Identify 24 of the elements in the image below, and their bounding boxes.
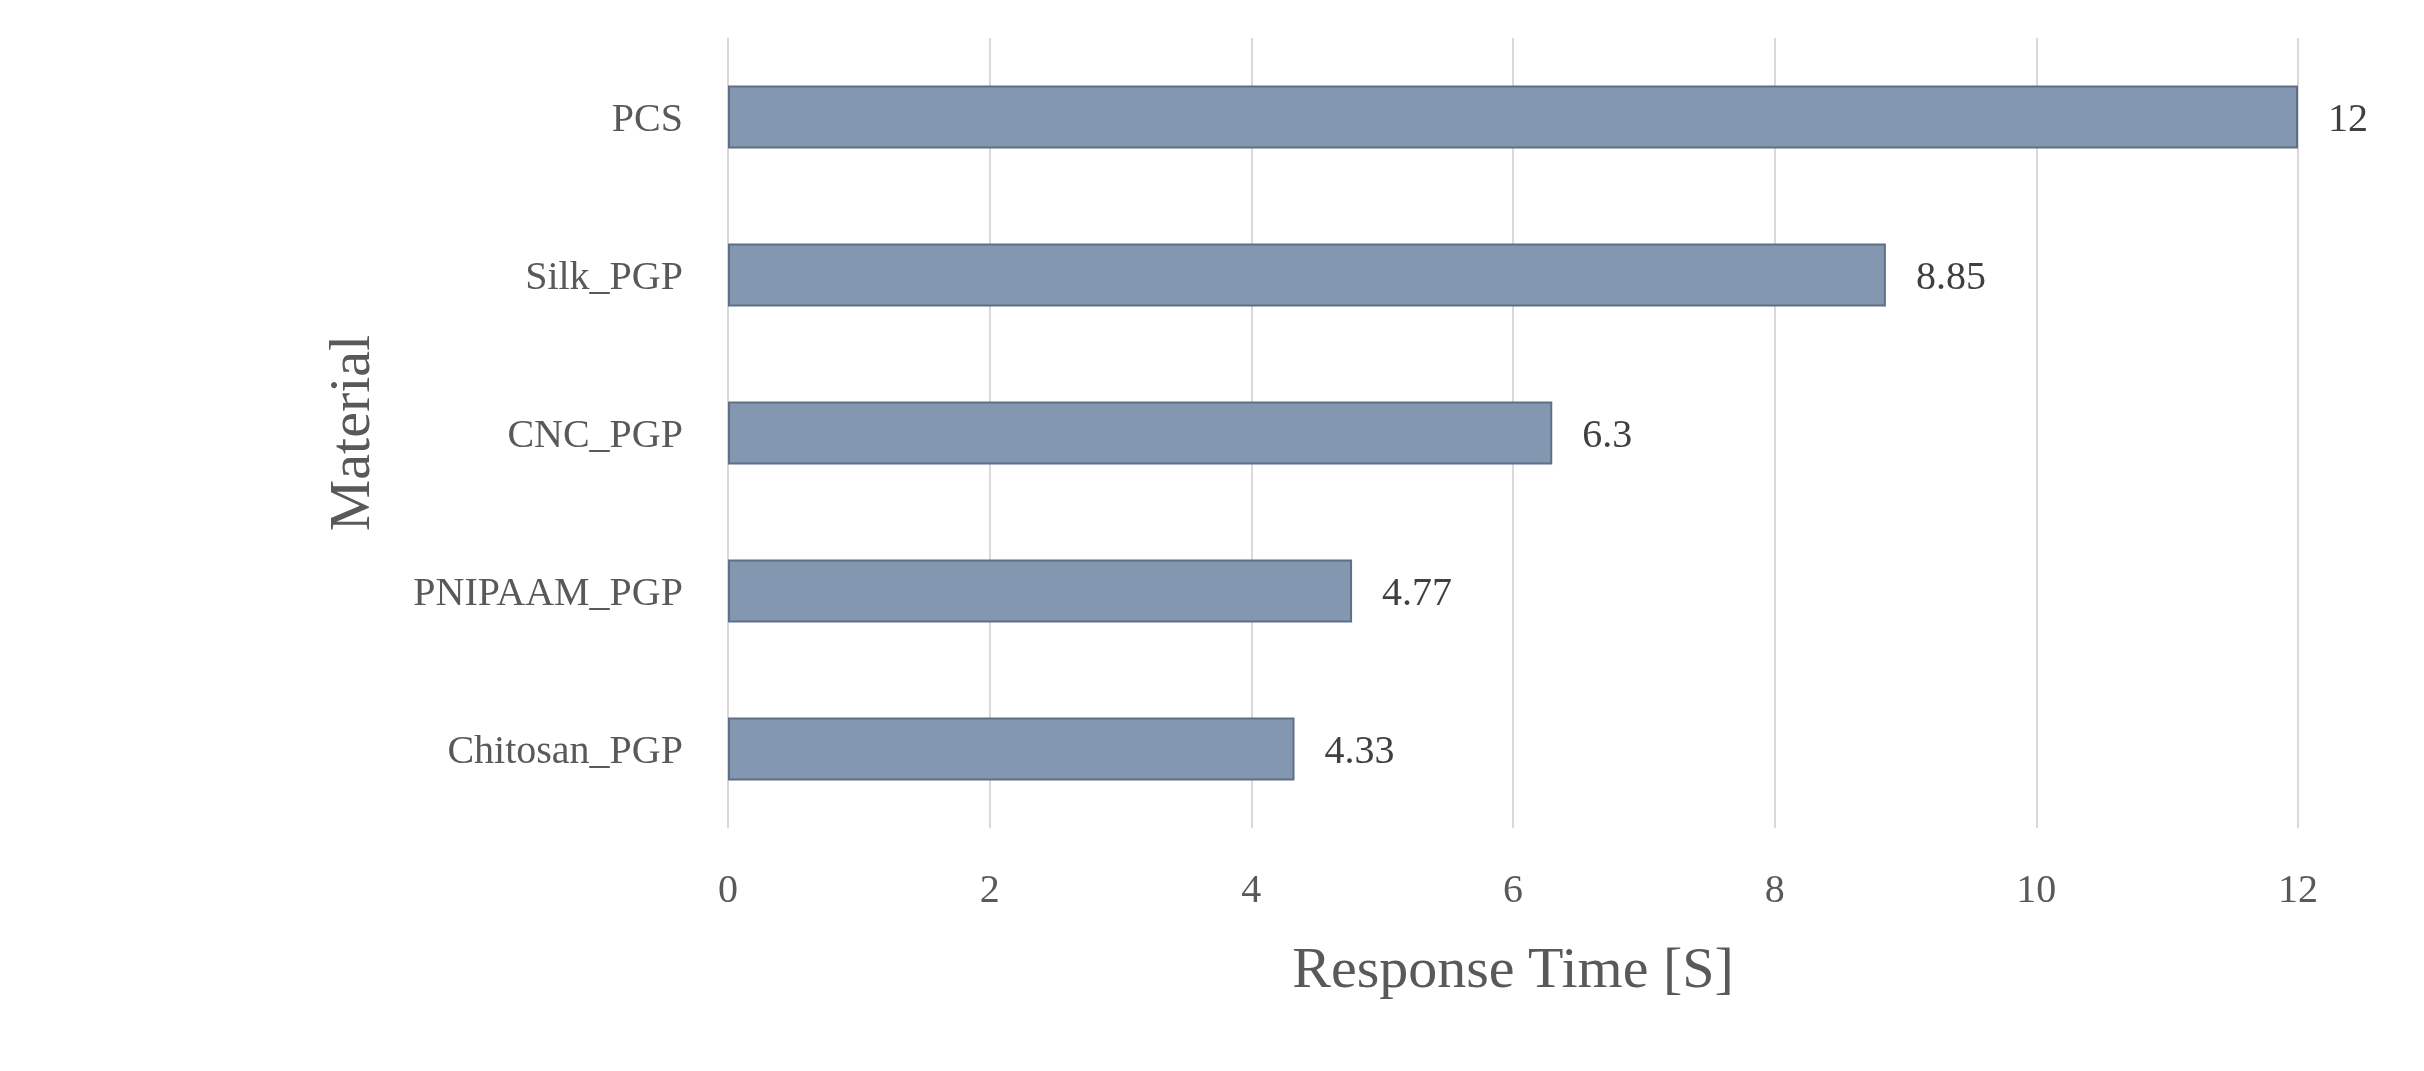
data-label: 4.33	[1324, 726, 1395, 772]
x-tick-label: 4	[1241, 865, 1262, 911]
data-label: 8.85	[1915, 252, 1986, 298]
data-label: 4.77	[1382, 568, 1453, 614]
bar	[728, 85, 2298, 149]
data-label: 12	[2328, 94, 2368, 140]
bar	[728, 401, 1553, 465]
x-tick-label: 6	[1503, 865, 1523, 911]
x-axis-title: Response Time [S]	[1292, 934, 1734, 1000]
y-axis-title: Material	[316, 334, 382, 532]
y-tick-label: PCS	[611, 94, 683, 140]
bar	[728, 717, 1295, 781]
x-tick-label: 12	[2278, 865, 2318, 911]
bar	[728, 559, 1353, 623]
y-tick-label: Silk_PGP	[525, 252, 683, 298]
x-tick-label: 0	[718, 865, 738, 911]
x-tick-label: 8	[1764, 865, 1785, 911]
x-tick-label: 2	[979, 865, 1000, 911]
y-tick-label: PNIPAAM_PGP	[413, 568, 683, 614]
y-tick-label: CNC_PGP	[507, 410, 683, 456]
bar	[728, 243, 1886, 307]
y-tick-label: Chitosan_PGP	[447, 726, 683, 772]
x-tick-label: 10	[2016, 865, 2057, 911]
data-label: 6.3	[1582, 410, 1633, 456]
